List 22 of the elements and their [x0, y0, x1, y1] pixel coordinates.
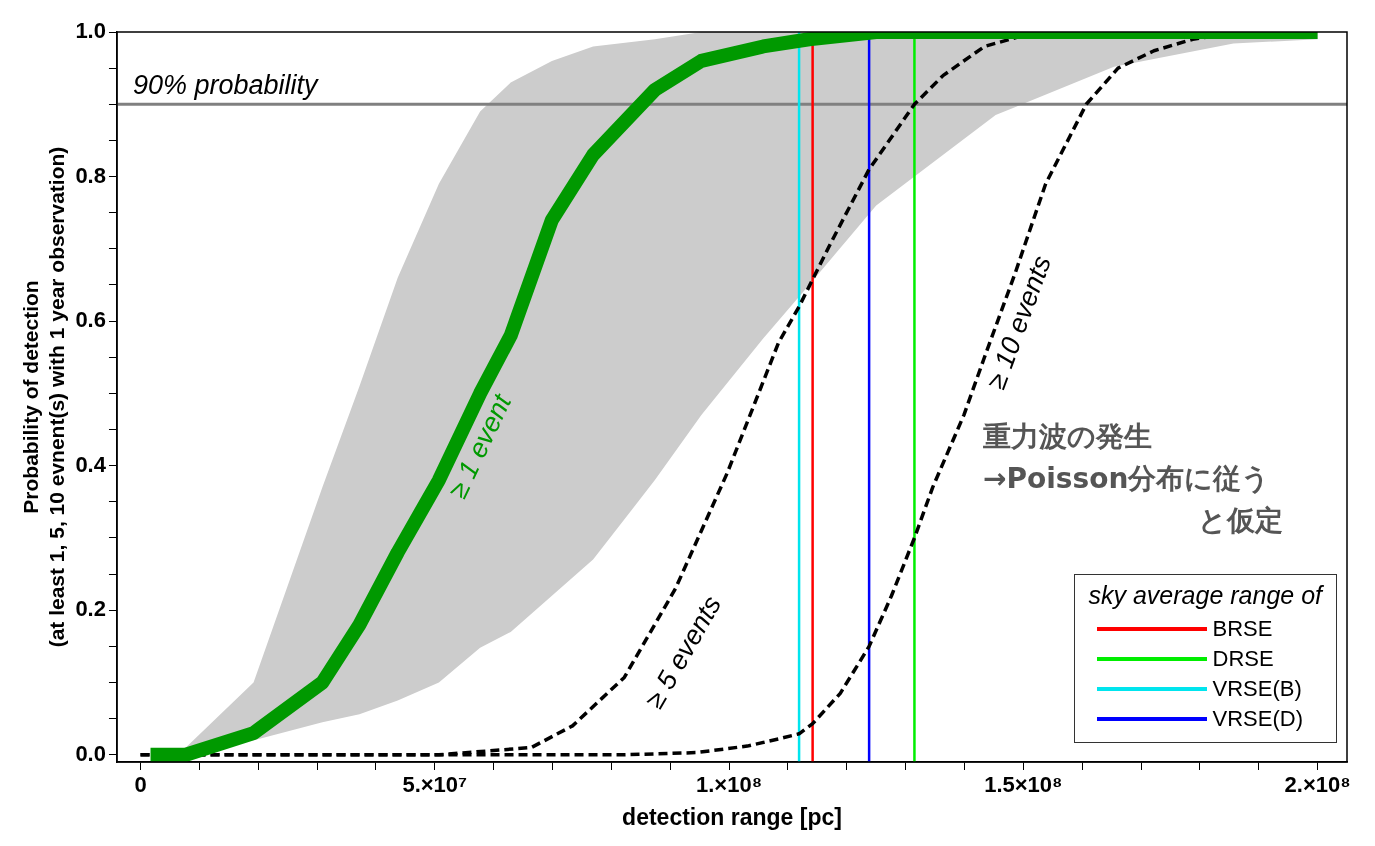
text: ≥ 10 events: [981, 251, 1058, 393]
y-tick-label: 0.8: [75, 162, 106, 188]
x-tick-label: 1.×10⁸: [696, 772, 763, 798]
y-tick-label: 1.0: [75, 18, 106, 44]
text: ≥ 1 event: [442, 388, 518, 503]
y-tick-label: 0.4: [75, 451, 107, 477]
ref-line-label: 90% probability: [132, 70, 320, 101]
legend-label: VRSE(D): [1212, 706, 1303, 731]
legend-label: DRSE: [1212, 646, 1274, 671]
y-tick-label: 0.0: [75, 740, 106, 766]
x-tick-label: 2.×10⁸: [1284, 772, 1351, 798]
x-tick-label: 5.×10⁷: [402, 772, 468, 798]
y-tick-label: 0.6: [75, 307, 106, 333]
legend-label: VRSE(B): [1212, 676, 1302, 701]
legend-title: sky average range of: [1088, 581, 1322, 610]
x-axis-title: detection range [pc]: [622, 803, 842, 830]
legend-label: BRSE: [1212, 616, 1273, 641]
annotation: 重力波の発生→Poisson分布に従うと仮定: [983, 419, 1283, 539]
x-tick-label: 1.5×10⁸: [984, 772, 1063, 798]
x-tick-label: 0: [134, 772, 147, 798]
y-tick-label: 0.2: [75, 596, 106, 622]
y-axis-title: Probability of detection (at least 1, 5, 10 evnent(s) with 1 year observation): [19, 146, 68, 648]
